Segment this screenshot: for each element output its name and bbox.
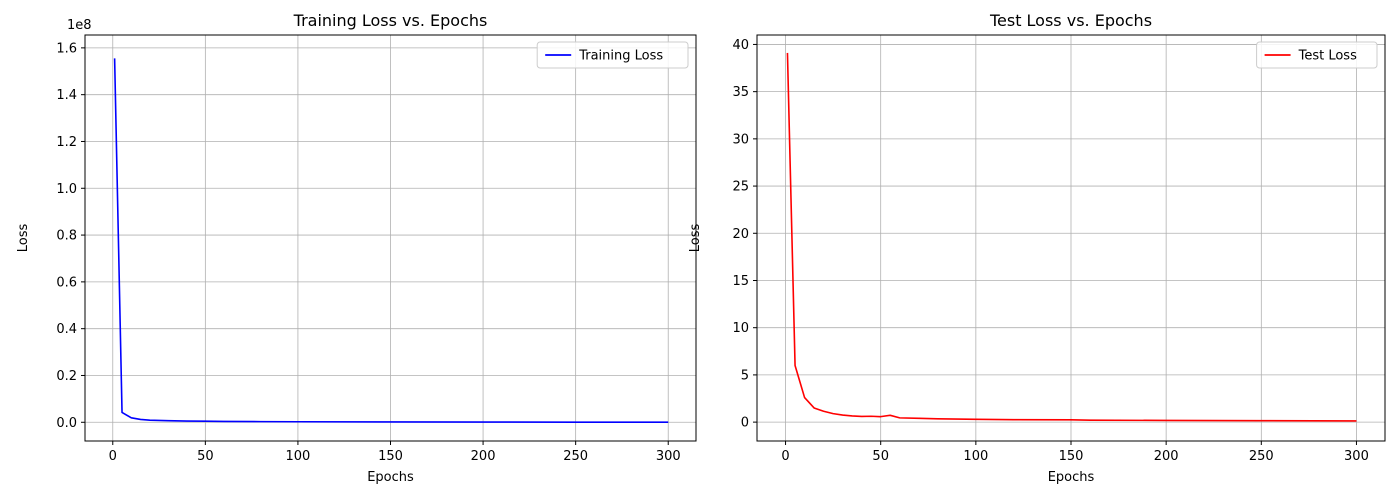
x-tick-label: 200 <box>1154 449 1179 464</box>
y-tick-label: 1.0 <box>56 182 77 197</box>
training-loss-chart: 0 50 100 150 200 250 300 0.0 0.2 0.4 0.6 0.8 1.0 1.2 1… <box>16 11 697 485</box>
x-tick-label: 100 <box>286 449 311 464</box>
y-tick-label: 40 <box>732 38 749 53</box>
x-tick-label: 100 <box>963 449 988 464</box>
x-tick-label: 250 <box>563 449 588 464</box>
legend-box <box>1256 41 1378 69</box>
y-tick-label: 0.6 <box>56 275 77 290</box>
y-tick-label: 0.2 <box>56 369 77 384</box>
series-line-0 <box>786 52 1357 422</box>
x-tick-label: 250 <box>1249 449 1274 464</box>
y-tick-label: 0 <box>741 416 749 431</box>
y-tick-label: 15 <box>732 274 749 289</box>
legend-label: Test Loss <box>1298 49 1357 64</box>
x-tick-label: 300 <box>1344 449 1369 464</box>
x-tick-label: 50 <box>872 449 889 464</box>
y-tick-label: 0.8 <box>56 229 77 244</box>
x-axis-label: Epochs <box>367 470 414 485</box>
y-tick-label: 5 <box>741 368 749 383</box>
y-tick-label: 1.4 <box>56 88 77 103</box>
y-tick-label: 0.0 <box>56 416 77 431</box>
x-tick-label: 300 <box>656 449 681 464</box>
chart-title: Training Loss vs. Epochs <box>293 11 488 30</box>
test-loss-chart: 0 50 100 150 200 250 300 0 5 10 15 20 25 30 35 40 Test L… <box>688 11 1386 485</box>
x-axis-label: Epochs <box>1048 470 1095 485</box>
legend-box <box>536 41 689 69</box>
x-tick-label: 150 <box>378 449 403 464</box>
y-axis-label: Loss <box>16 224 31 253</box>
x-tick-label: 0 <box>109 449 117 464</box>
y-tick-label: 10 <box>732 321 749 336</box>
x-tick-label: 50 <box>197 449 214 464</box>
series-line-0 <box>113 58 669 423</box>
x-tick-label: 150 <box>1059 449 1084 464</box>
y-tick-label: 35 <box>732 85 749 100</box>
y-tick-label: 0.4 <box>56 322 77 337</box>
legend-label: Training Loss <box>578 49 663 64</box>
y-offset-label: 1e8 <box>67 18 92 33</box>
legend: Test Loss <box>1256 41 1378 69</box>
y-tick-label: 1.6 <box>56 41 77 56</box>
y-tick-label: 20 <box>732 227 749 242</box>
legend: Training Loss <box>536 41 689 69</box>
y-tick-label: 25 <box>732 180 749 195</box>
y-tick-label: 1.2 <box>56 135 77 150</box>
x-tick-label: 0 <box>781 449 789 464</box>
x-tick-label: 200 <box>471 449 496 464</box>
chart-title: Test Loss vs. Epochs <box>989 11 1152 30</box>
y-tick-label: 30 <box>732 132 749 147</box>
y-axis-label: Loss <box>688 224 703 253</box>
